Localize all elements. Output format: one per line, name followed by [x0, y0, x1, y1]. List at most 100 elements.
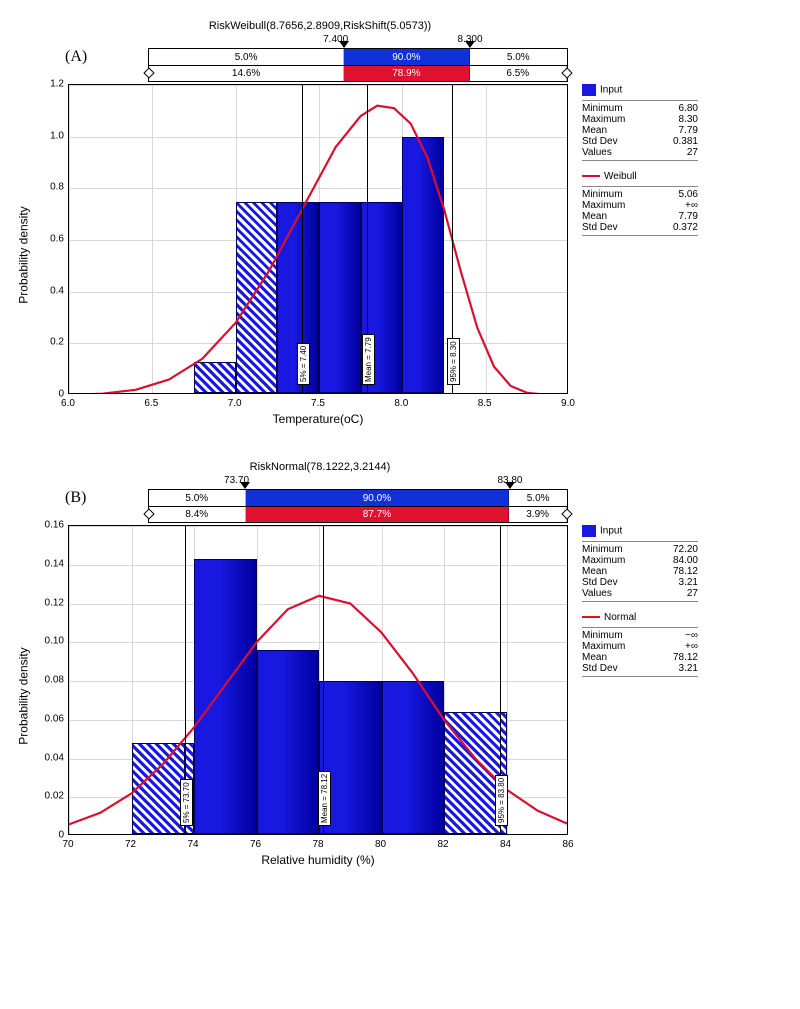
percent-seg: 5.0% [470, 49, 567, 65]
percent-seg: 5.0% [149, 490, 246, 506]
x-tick: 9.0 [561, 398, 575, 409]
stat-label: Std Dev [582, 136, 618, 147]
y-tick: 0.06 [45, 713, 64, 724]
stat-label: Mean [582, 125, 607, 136]
chart-title: RiskNormal(78.1222,3.2144) [70, 461, 570, 473]
percent-bars: 5.0%90.0%5.0%8.4%87.7%3.9% [148, 489, 568, 523]
percent-seg: 14.6% [149, 66, 344, 81]
y-tick: 1.2 [50, 79, 64, 90]
y-tick: 0.6 [50, 234, 64, 245]
stat-value: 72.20 [673, 544, 698, 555]
y-tick: 0.10 [45, 636, 64, 647]
fit-curve [69, 85, 568, 394]
stat-value: −∞ [685, 630, 698, 641]
percent-row: 5.0%90.0%5.0% [149, 49, 567, 65]
stat-label: Std Dev [582, 222, 618, 233]
legend-input-name: Input [600, 85, 622, 96]
x-axis-label: Relative humidity (%) [68, 853, 568, 867]
y-tick: 0.14 [45, 558, 64, 569]
stat-value: 27 [687, 588, 698, 599]
stat-label: Std Dev [582, 577, 618, 588]
stat-value: +∞ [685, 641, 698, 652]
x-tick: 74 [187, 839, 198, 850]
percent-seg: 5.0% [509, 490, 567, 506]
legend-swatch-icon [582, 525, 596, 537]
marker-triangle [505, 482, 515, 489]
x-tick: 80 [375, 839, 386, 850]
stat-value: 7.79 [679, 211, 698, 222]
stat-value: 78.12 [673, 652, 698, 663]
y-tick: 0.12 [45, 597, 64, 608]
y-tick: 0.16 [45, 520, 64, 531]
percent-seg: 87.7% [246, 507, 510, 522]
stat-label: Minimum [582, 103, 623, 114]
chart-body: Probability density00.020.040.060.080.10… [10, 525, 790, 867]
percent-seg: 90.0% [344, 49, 469, 65]
marker-row: 73.7083.80 [148, 475, 568, 489]
y-tick: 1.0 [50, 130, 64, 141]
chart-body: Probability density00.20.40.60.81.01.25%… [10, 84, 790, 426]
panel-label: (B) [65, 489, 86, 507]
x-tick: 76 [250, 839, 261, 850]
stat-label: Maximum [582, 555, 625, 566]
x-axis-label: Temperature(oC) [68, 412, 568, 426]
stat-value: 8.30 [679, 114, 698, 125]
chart-title: RiskWeibull(8.7656,2.8909,RiskShift(5.05… [70, 20, 570, 32]
legend-swatch-icon [582, 84, 596, 96]
y-axis: 00.20.40.60.81.01.2 [38, 84, 68, 394]
plot-area: 5% = 73.70Mean = 78.1295% = 83.80 [68, 525, 568, 835]
x-tick: 86 [562, 839, 573, 850]
stat-value: 84.00 [673, 555, 698, 566]
y-tick: 0.8 [50, 182, 64, 193]
chart-panel-B: (B)RiskNormal(78.1222,3.2144)73.7083.805… [10, 461, 790, 867]
stat-value: 0.381 [673, 136, 698, 147]
stat-label: Std Dev [582, 663, 618, 674]
stat-label: Values [582, 588, 612, 599]
percent-row: 5.0%90.0%5.0% [149, 490, 567, 506]
legend-line-icon [582, 616, 600, 618]
stat-label: Values [582, 147, 612, 158]
percent-seg: 6.5% [470, 66, 567, 81]
stat-value: 6.80 [679, 103, 698, 114]
x-tick: 6.5 [144, 398, 158, 409]
stat-label: Minimum [582, 630, 623, 641]
x-tick: 8.0 [394, 398, 408, 409]
marker-triangle [339, 41, 349, 48]
stat-value: 27 [687, 147, 698, 158]
legend-fit-name: Weibull [604, 171, 637, 182]
percent-row: 14.6%78.9%6.5% [149, 65, 567, 81]
y-tick: 0.04 [45, 752, 64, 763]
x-axis: 707274767880828486 [68, 835, 568, 851]
stat-value: +∞ [685, 200, 698, 211]
marker-triangle [465, 41, 475, 48]
stat-value: 3.21 [679, 663, 698, 674]
stat-value: 7.79 [679, 125, 698, 136]
x-axis: 6.06.57.07.58.08.59.0 [68, 394, 568, 410]
x-tick: 72 [125, 839, 136, 850]
vmarker-label: 95% = 8.30 [447, 338, 460, 385]
percent-row: 8.4%87.7%3.9% [149, 506, 567, 522]
legend-fit-name: Normal [604, 612, 636, 623]
vmarker-label: 95% = 83.80 [495, 775, 508, 826]
plot-area: 5% = 7.40Mean = 7.7995% = 8.30 [68, 84, 568, 394]
marker-triangle [240, 482, 250, 489]
x-tick: 7.0 [228, 398, 242, 409]
percent-seg: 78.9% [344, 66, 469, 81]
legend-line-icon [582, 175, 600, 177]
legend-input-name: Input [600, 526, 622, 537]
x-tick: 70 [62, 839, 73, 850]
legend: Input Minimum 6.80 Maximum 8.30 Mean 7.79 Std D… [568, 84, 698, 426]
percent-seg: 3.9% [509, 507, 567, 522]
y-axis-label: Probability density [17, 206, 31, 303]
x-tick: 8.5 [478, 398, 492, 409]
y-axis: 00.020.040.060.080.100.120.140.16 [38, 525, 68, 835]
y-tick: 0.02 [45, 791, 64, 802]
stat-label: Maximum [582, 114, 625, 125]
marker-row: 7.4008.300 [148, 34, 568, 48]
percent-seg: 8.4% [149, 507, 246, 522]
vmarker-label: 5% = 73.70 [180, 779, 193, 826]
y-axis-label: Probability density [17, 647, 31, 744]
y-tick: 0.4 [50, 285, 64, 296]
legend: InputMinimum72.20Maximum84.00Mean78.12St… [568, 525, 698, 867]
stat-label: Mean [582, 211, 607, 222]
